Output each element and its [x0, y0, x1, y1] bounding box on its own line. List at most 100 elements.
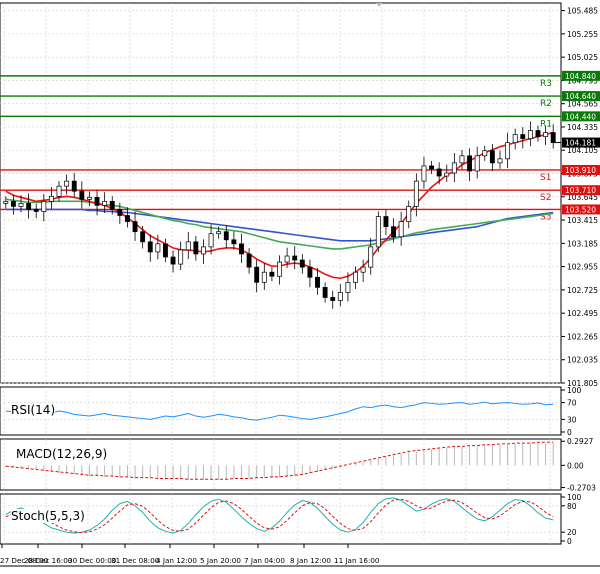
- level-price-box: [562, 204, 600, 215]
- level-name-r3: R3: [540, 79, 552, 89]
- stoch-pane-frame: [0, 493, 562, 545]
- time-axis-label: 5 Jan 20:00: [200, 556, 241, 565]
- candle-body: [535, 130, 541, 137]
- candle-body: [239, 243, 244, 255]
- level-name-s1: S1: [540, 173, 551, 183]
- candle-body: [193, 241, 199, 255]
- candle-body: [474, 155, 480, 172]
- rsi-tick-label: 30: [567, 415, 577, 424]
- candle-body: [459, 155, 465, 164]
- candle-body: [436, 168, 442, 177]
- level-name-r2: R2: [540, 99, 552, 109]
- time-axis-label: 11 Jan 16:00: [334, 556, 380, 565]
- candle-body: [163, 243, 168, 258]
- level-name-r1: R1: [540, 119, 552, 129]
- price-tick-label: 103.645: [567, 193, 598, 202]
- rsi-pane-frame: [0, 386, 562, 436]
- candle-body: [520, 134, 526, 139]
- level-name-s3: S3: [540, 212, 551, 222]
- candle-body: [406, 206, 412, 222]
- candle-body: [185, 241, 191, 251]
- stoch-k-line: [5, 497, 554, 534]
- candle-body: [26, 203, 32, 210]
- candle-body: [178, 249, 184, 265]
- macd-tick-label: 0.00: [567, 461, 584, 470]
- candle-body: [147, 241, 153, 253]
- rsi-label: RSI(14): [11, 403, 56, 417]
- level-price-box: [562, 164, 600, 175]
- candle-body: [512, 134, 518, 144]
- current-price-box: [562, 137, 600, 148]
- candle-body: [10, 200, 16, 207]
- level-price-box: [562, 91, 600, 102]
- level-price-label: 103.710: [565, 186, 596, 195]
- candle-body: [132, 221, 138, 233]
- level-price-label: 103.910: [565, 166, 596, 175]
- candle-body: [269, 271, 275, 277]
- price-tick-label: 104.105: [567, 146, 598, 155]
- price-tick-label: 102.265: [567, 332, 598, 341]
- price-tick-label: 105.025: [567, 53, 598, 62]
- candle-body: [353, 271, 358, 283]
- price-tick-label: 102.035: [567, 356, 598, 365]
- stoch-tick-label: 100: [567, 493, 582, 502]
- candle-body: [18, 203, 24, 207]
- candle-body: [102, 200, 108, 206]
- candle-body: [368, 246, 374, 268]
- candle-body: [497, 158, 503, 164]
- candle-body: [216, 231, 222, 235]
- candle-body: [467, 155, 473, 172]
- macd-pane-frame: [0, 438, 562, 491]
- candle-body: [337, 292, 343, 301]
- level-price-box: [562, 70, 600, 81]
- candle-body: [505, 142, 511, 160]
- time-axis-label: 4 Jan 12:00: [156, 556, 197, 565]
- level-price-box: [562, 185, 600, 196]
- price-tick-label: 102.955: [567, 263, 598, 272]
- level-price-label: 104.640: [565, 92, 596, 101]
- level-price-label: 104.840: [565, 72, 596, 81]
- price-tick-label: 104.565: [567, 100, 598, 109]
- candle-body: [451, 162, 457, 174]
- stoch-tick-label: 0: [567, 537, 572, 546]
- price-tick-label: 104.795: [567, 76, 598, 85]
- price-tick-label: 104.335: [567, 123, 598, 132]
- candle-body: [391, 226, 396, 238]
- candle-body: [117, 209, 123, 216]
- candle-body: [489, 150, 495, 164]
- macd-tick-label: 0.2927: [567, 437, 593, 446]
- candle-body: [41, 200, 47, 212]
- candle-body: [322, 287, 328, 298]
- level-name-s2: S2: [540, 193, 551, 203]
- candle-body: [413, 180, 419, 207]
- candle-body: [277, 261, 282, 277]
- candle-body: [429, 165, 434, 170]
- macd-tick-label: -0.2703: [567, 484, 596, 493]
- candle-body: [330, 297, 336, 301]
- current-price-label: 104.181: [565, 139, 596, 148]
- candle-body: [543, 132, 549, 137]
- time-axis-label: 28 Dec 16:00: [24, 556, 73, 565]
- candle-body: [360, 266, 366, 273]
- candle-body: [292, 255, 298, 261]
- candle-body: [140, 231, 146, 243]
- candle-body: [201, 246, 206, 255]
- price-tick-label: 105.485: [567, 7, 598, 16]
- time-axis-label: 27 Dec 08:00: [0, 556, 49, 565]
- candle-body: [208, 233, 214, 248]
- stoch-tick-label: 80: [567, 502, 577, 511]
- candle-body: [299, 259, 305, 268]
- candle-body: [170, 256, 176, 265]
- candle-body: [307, 266, 313, 278]
- candle-body: [3, 200, 9, 204]
- candle-body: [383, 216, 389, 227]
- candle-body: [444, 172, 450, 177]
- candle-body: [109, 200, 115, 210]
- candle-body: [345, 281, 351, 293]
- candle-body: [284, 255, 290, 263]
- candle-body: [527, 130, 533, 139]
- candle-body: [79, 190, 85, 200]
- level-price-label: 104.440: [565, 112, 596, 121]
